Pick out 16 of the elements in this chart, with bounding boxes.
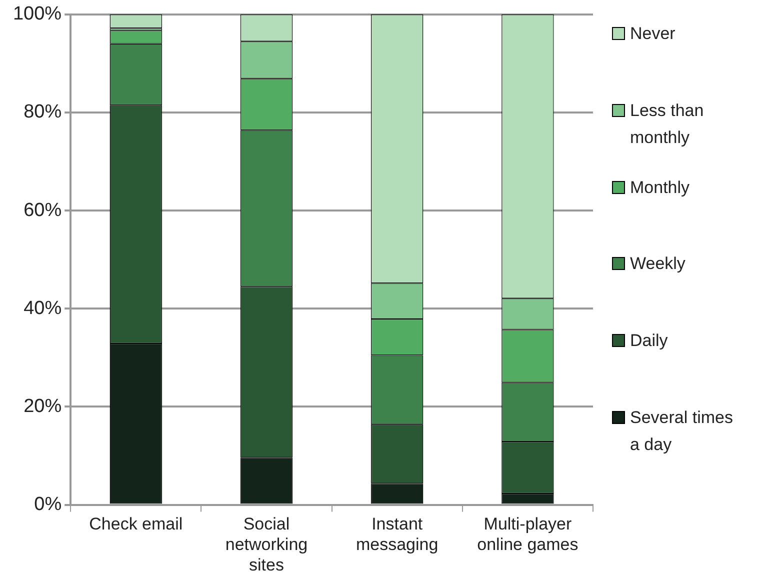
legend-label: Daily <box>630 330 668 352</box>
y-tick-label: 80% <box>24 102 62 123</box>
y-tick-label: 20% <box>24 396 62 417</box>
x-tick-label: Instant messaging <box>356 514 438 554</box>
y-tick-label: 0% <box>34 494 62 516</box>
legend-label: Weekly <box>630 253 686 276</box>
y-tick-label: 100% <box>12 4 62 25</box>
legend-label: Never <box>630 23 676 45</box>
legend-label: Several times a day <box>630 406 734 456</box>
x-tick-label: Social networking sites <box>225 514 308 574</box>
x-tick-label: Check email <box>89 514 183 534</box>
y-tick-label: 40% <box>24 298 62 319</box>
legend-label: Monthly <box>630 176 690 199</box>
y-tick-label: 60% <box>24 200 62 221</box>
x-tick-label: Multi-player online games <box>477 514 578 554</box>
legend-label: Less than monthly <box>630 100 705 149</box>
